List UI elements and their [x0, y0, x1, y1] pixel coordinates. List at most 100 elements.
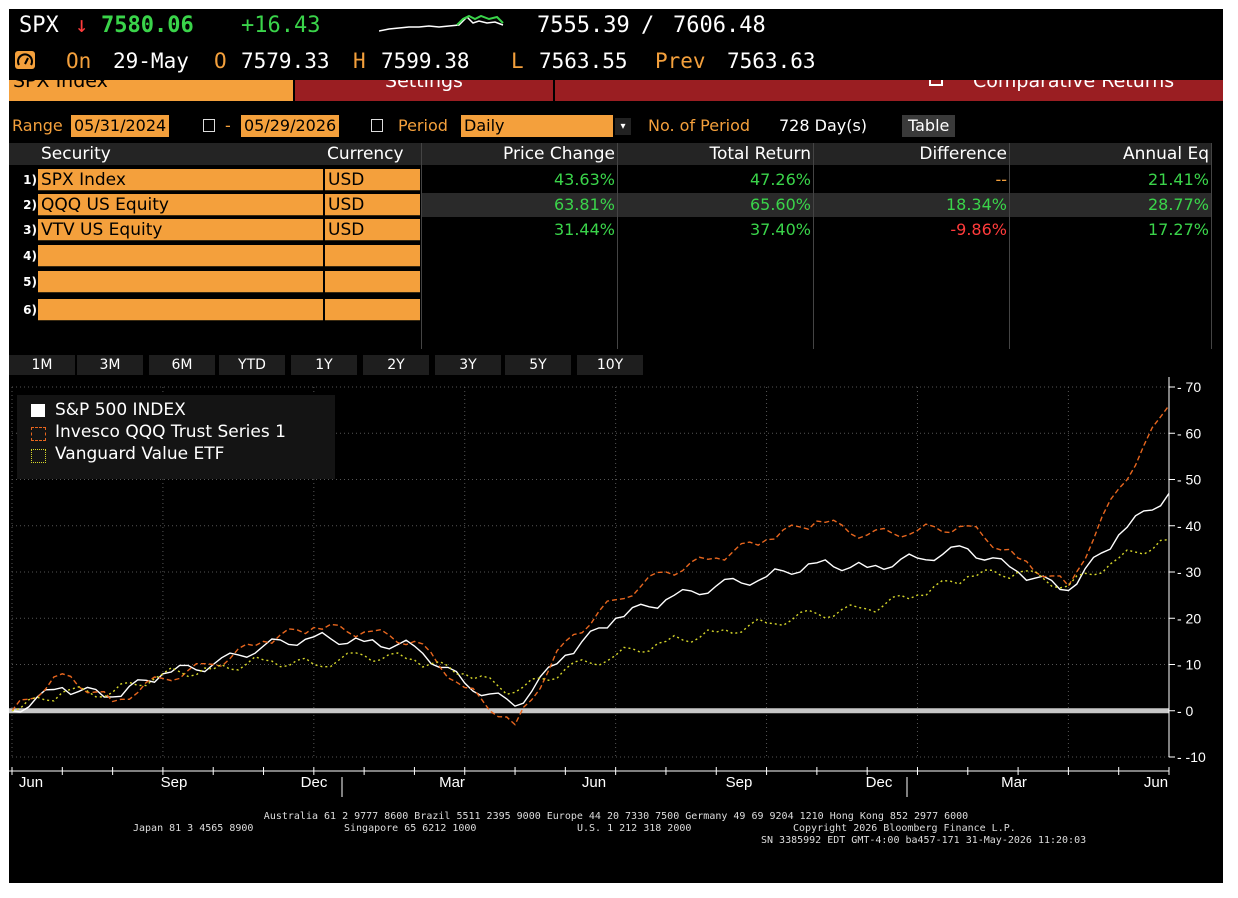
y-tick-label: - 60 [1177, 425, 1201, 441]
security-input[interactable]: SPX Index [38, 169, 323, 191]
security-tab[interactable]: SPX Index [9, 80, 293, 101]
col-total-return: Total Return [619, 143, 811, 165]
annual-eq-value: 21.41% [1147, 170, 1209, 189]
x-year-label: 2024 [157, 794, 190, 797]
open-label: O [214, 49, 227, 73]
security-input[interactable] [38, 245, 323, 267]
row-number: 2) [23, 198, 37, 212]
day-range-low: 7555.39 [537, 13, 630, 38]
speedometer-icon[interactable] [15, 51, 35, 69]
legend-label-vtv: Vanguard Value ETF [55, 444, 225, 464]
footer-session: SN 3385992 EDT GMT-4:00 ba457-171 31-May… [761, 835, 1087, 846]
low-value: 7563.55 [539, 49, 628, 73]
bloomberg-terminal: SPX ↓ 7580.06 +16.43 7555.39 / 7606.48 O… [9, 9, 1223, 883]
period-button-5y[interactable]: 5Y [505, 355, 571, 375]
currency-input[interactable] [325, 245, 420, 267]
x-month-label: Jun [19, 774, 43, 791]
down-arrow-icon: ↓ [75, 13, 89, 38]
net-change: +16.43 [241, 13, 321, 38]
calendar-icon[interactable] [203, 119, 215, 132]
currency-input[interactable]: USD [325, 219, 420, 241]
period-button-3m[interactable]: 3M [77, 355, 143, 375]
comparative-returns-chart: - 70 - 60 - 50 - 40 - 30 - 20 - 10 - 0 - -10 Jun S… [9, 377, 1206, 797]
security-input[interactable]: VTV US Equity [38, 219, 323, 241]
period-button-ytd[interactable]: YTD [219, 355, 285, 375]
currency-input[interactable]: USD [325, 169, 420, 191]
series-line-2 [11, 405, 1170, 726]
period-button-1y[interactable]: 1Y [291, 355, 357, 375]
row-number: 6) [23, 303, 37, 317]
x-month-label: Sep [161, 774, 188, 791]
x-month-label: Jun [1144, 774, 1168, 791]
price-change-value: 63.81% [553, 195, 615, 214]
total-return-value: 37.40% [749, 220, 811, 239]
period-button-3y[interactable]: 3Y [435, 355, 501, 375]
prev-label: Prev [655, 49, 706, 73]
column-divider [1211, 143, 1212, 349]
footer-copyright: Copyright 2026 Bloomberg Finance L.P. [793, 823, 1016, 834]
legend-label-spx: S&P 500 INDEX [55, 400, 186, 420]
y-tick-label: - 40 [1177, 518, 1201, 534]
x-month-label: Mar [1001, 774, 1027, 791]
price-change-value: 43.63% [553, 170, 615, 189]
col-annual-eq: Annual Eq [1011, 143, 1209, 165]
series-line-3 [11, 538, 1170, 712]
prev-value: 7563.63 [727, 49, 816, 73]
security-input[interactable]: QQQ US Equity [38, 194, 323, 216]
on-label: On [66, 49, 92, 73]
y-tick-label: - 50 [1177, 472, 1201, 488]
period-button-6m[interactable]: 6M [149, 355, 215, 375]
chart-legend: S&P 500 INDEX Invesco QQQ Trust Series 1… [17, 395, 335, 479]
quote-date: 29-May [113, 49, 189, 73]
total-return-value: 65.60% [749, 195, 811, 214]
footer-contacts: Australia 61 2 9777 8600 Brazil 5511 239… [263, 811, 969, 822]
y-tick-label: - 30 [1177, 564, 1201, 580]
checkbox-icon[interactable] [929, 80, 943, 86]
row-number: 4) [23, 249, 37, 263]
range-label: Range [12, 116, 63, 135]
end-date-input[interactable]: 05/29/2026 [241, 115, 340, 137]
x-month-label: Sep [726, 774, 753, 791]
price-change-value: 31.44% [553, 220, 615, 239]
security-input[interactable] [38, 299, 323, 321]
legend-label-qqq: Invesco QQQ Trust Series 1 [55, 422, 286, 442]
currency-input[interactable]: USD [325, 194, 420, 216]
footer-us: U.S. 1 212 318 2000 [577, 823, 692, 834]
comparative-returns-tab[interactable]: Comparative Returns [555, 80, 1223, 101]
num-periods-value: 728 Day(s) [779, 116, 868, 135]
intraday-sparkline [379, 14, 504, 32]
settings-tab[interactable]: Settings [295, 80, 553, 101]
chevron-down-icon[interactable]: ▾ [615, 118, 631, 135]
difference-value: -9.86% [950, 220, 1007, 239]
x-month-label: Jun [582, 774, 606, 791]
row-number: 1) [23, 173, 37, 187]
start-date-input[interactable]: 05/31/2024 [71, 115, 170, 137]
day-range-separator: / [641, 13, 655, 38]
period-label: Period [398, 116, 448, 135]
range-dash: - [225, 116, 231, 135]
calendar-icon[interactable] [371, 119, 383, 132]
total-return-value: 47.26% [749, 170, 811, 189]
legend-swatch-vtv [31, 449, 46, 463]
y-tick-label: - 20 [1177, 610, 1201, 626]
period-button-1m[interactable]: 1M [9, 355, 75, 375]
row-number: 3) [23, 223, 37, 237]
security-input[interactable] [38, 271, 323, 293]
period-button-10y[interactable]: 10Y [577, 355, 643, 375]
row-number: 5) [23, 275, 37, 289]
currency-input[interactable] [325, 271, 420, 293]
currency-input[interactable] [325, 299, 420, 321]
num-periods-label: No. of Period [648, 116, 751, 135]
period-button-2y[interactable]: 2Y [363, 355, 429, 375]
x-month-label: Dec [301, 774, 328, 791]
column-divider [421, 143, 422, 349]
y-tick-label: - 70 [1177, 379, 1201, 395]
period-select[interactable]: Daily [461, 115, 613, 137]
x-year-label: 2025 [577, 794, 610, 797]
table-button[interactable]: Table [902, 115, 956, 137]
x-month-label: Dec [866, 774, 893, 791]
ticker-symbol: SPX [19, 13, 59, 38]
day-range-high: 7606.48 [673, 13, 766, 38]
col-difference: Difference [815, 143, 1007, 165]
annual-eq-value: 28.77% [1147, 195, 1209, 214]
